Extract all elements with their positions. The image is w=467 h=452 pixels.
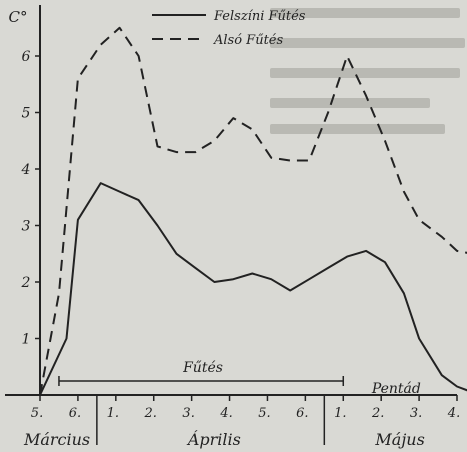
x-tick-label: 5.: [31, 406, 43, 421]
x-tick-label: 4.: [219, 406, 232, 421]
pentad-label: Pentád: [371, 381, 421, 397]
x-tick-label: 1.: [107, 406, 119, 421]
heating-period-label: Fűtés: [182, 360, 223, 376]
y-tick-label: 4: [21, 162, 31, 178]
y-axis-label: C°: [9, 8, 28, 26]
x-tick-label: 2.: [371, 406, 384, 421]
y-tick-label: 6: [22, 49, 31, 65]
x-tick-label: 4.: [447, 406, 460, 421]
x-tick-label: 6.: [69, 406, 81, 421]
y-tick-label: 2: [21, 275, 31, 291]
x-tick-label: 2.: [144, 406, 157, 421]
month-label: Április: [186, 429, 241, 449]
y-tick-label: 3: [22, 219, 31, 235]
series-line-2: [39, 26, 467, 396]
y-tick-label: 5: [22, 106, 31, 122]
month-label: Május: [374, 430, 424, 449]
x-tick-label: 6.: [296, 406, 308, 421]
month-label: Március: [23, 430, 90, 449]
x-tick-label: 3.: [182, 406, 194, 421]
series-line-1: [39, 182, 467, 396]
x-tick-label: 1.: [334, 406, 346, 421]
x-tick-label: 5.: [258, 406, 270, 421]
y-tick-label: 1: [22, 332, 31, 348]
legend-label: Alsó Fűtés: [213, 33, 283, 48]
x-tick-label: 3.: [410, 406, 422, 421]
legend-label: Felszíni Fűtés: [213, 9, 306, 24]
background-print-bleed: [262, 0, 467, 140]
